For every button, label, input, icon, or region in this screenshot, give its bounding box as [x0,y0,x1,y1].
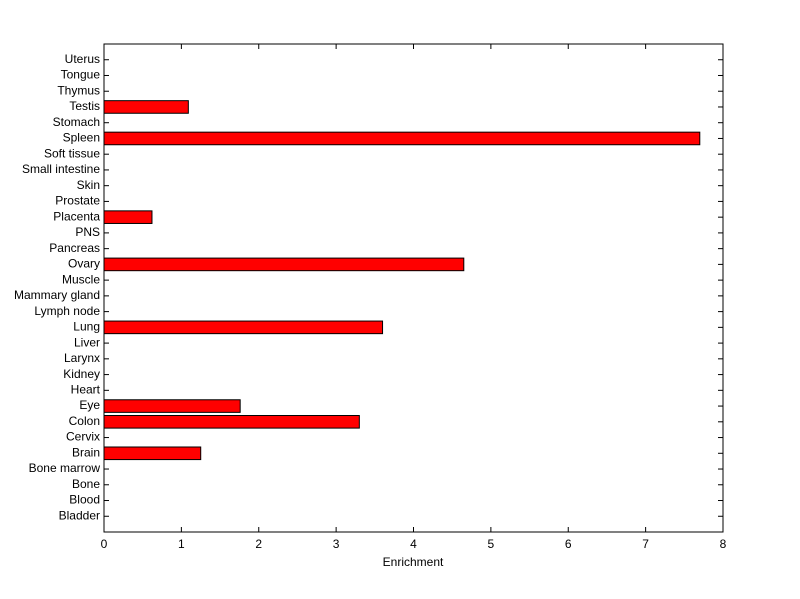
bar [103,100,189,114]
y-tick-label: Uterus [65,52,100,66]
y-tick-label: Prostate [55,194,100,208]
y-tick-label: Small intestine [22,162,100,176]
y-tick-label: Cervix [66,430,100,444]
bar [103,257,465,272]
y-tick-label: Kidney [63,367,100,381]
y-tick-label: Lung [73,320,100,334]
y-tick-label: Eye [79,398,100,412]
y-tick-label: Soft tissue [44,146,100,160]
y-tick-label: Liver [74,335,100,349]
bar [103,415,360,429]
plot-area [103,43,724,533]
y-tick-label: Brain [72,445,100,459]
y-tick-label: Tongue [61,68,101,82]
x-axis-label: Enrichment [383,555,444,569]
bar [103,210,153,224]
y-tick-label: Ovary [68,257,100,271]
x-tick-label: 2 [255,537,262,551]
x-tick-label: 4 [410,537,417,551]
y-tick-label: Bladder [59,508,100,522]
y-tick-label: Blood [69,493,100,507]
x-tick-label: 0 [101,537,108,551]
y-tick-label: Larynx [64,351,100,365]
x-tick-label: 5 [488,537,495,551]
x-tick-label: 3 [333,537,340,551]
y-tick-label: Skin [77,178,100,192]
bar [103,320,384,335]
y-tick-label: Muscle [62,272,100,286]
y-tick-label: Bone [72,477,100,491]
bar [103,131,701,146]
y-tick-label: Mammary gland [14,288,100,302]
y-tick-label: Testis [69,99,100,113]
bar [103,399,241,413]
y-tick-label: Spleen [63,131,100,145]
y-tick-label: Lymph node [34,304,100,318]
y-tick-label: Stomach [53,115,100,129]
y-tick-label: Colon [69,414,100,428]
y-tick-label: Placenta [53,209,100,223]
y-tick-label: Pancreas [49,241,100,255]
x-tick-label: 6 [565,537,572,551]
y-tick-label: Heart [71,382,101,396]
x-tick-label: 7 [642,537,649,551]
y-tick-label: Bone marrow [29,461,101,475]
bar [103,446,202,461]
y-tick-label: PNS [75,225,100,239]
y-tick-label: Thymus [57,83,100,97]
x-tick-label: 1 [178,537,185,551]
x-tick-label: 8 [720,537,727,551]
